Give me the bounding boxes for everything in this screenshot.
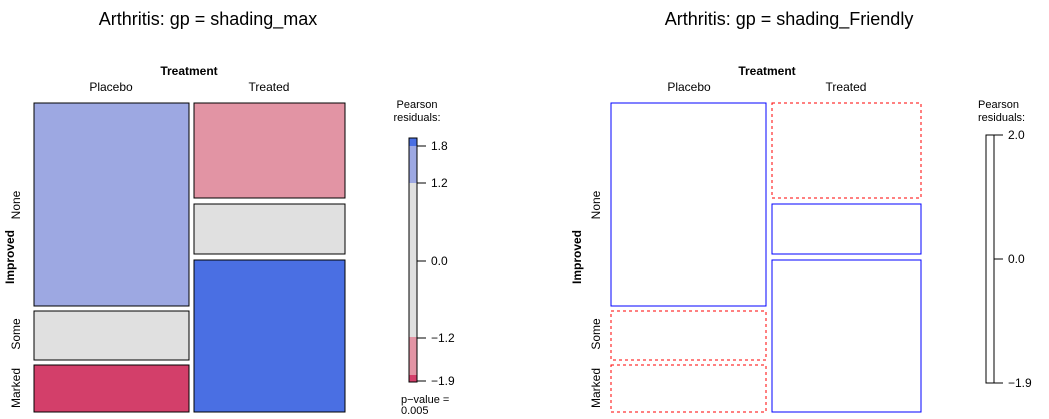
legend-segment-weak-positive	[409, 146, 417, 183]
row-label-some: Some	[589, 318, 603, 350]
legend-title-line2: residuals:	[978, 112, 1025, 124]
row-label-some: Some	[9, 318, 23, 350]
cell-placebo-none	[610, 102, 767, 307]
legend-tick-label: 1.8	[431, 139, 448, 153]
mosaic-panel-shading-friendly: Arthritis: gp = shading_Friendly Treatme…	[520, 0, 1049, 419]
panel-title: Arthritis: gp = shading_max	[99, 9, 318, 30]
cell-treated-some	[193, 203, 346, 255]
legend-tick-label: −1.9	[1008, 376, 1032, 390]
legend-ticks	[417, 145, 426, 382]
cell-treated-none	[771, 102, 922, 199]
cell-placebo-some	[610, 310, 767, 361]
cell-placebo-marked	[610, 364, 767, 413]
legend-title-line2: residuals:	[393, 112, 440, 124]
column-label-treated: Treated	[249, 80, 290, 94]
legend-tick-label: 2.0	[1008, 128, 1025, 142]
row-variable-label: Improved	[570, 230, 584, 284]
row-label-marked: Marked	[589, 368, 603, 408]
legend-tick-label: −1.2	[431, 331, 455, 345]
cell-treated-none	[193, 102, 346, 199]
legend-ticks	[994, 134, 1003, 384]
panel-title: Arthritis: gp = shading_Friendly	[665, 9, 914, 30]
mosaic-plot-shading-friendly: Arthritis: gp = shading_Friendly Treatme…	[570, 9, 1032, 413]
legend-segment-strong-negative	[409, 375, 417, 382]
mosaic-plot-shading-max: Arthritis: gp = shading_max Treatment Pl…	[3, 9, 455, 417]
column-label-placebo: Placebo	[667, 80, 711, 94]
legend-color-bar	[408, 137, 418, 383]
legend-segment-neutral	[409, 183, 417, 337]
legend-tick-label: 1.2	[431, 176, 448, 190]
legend-tick-label: 0.0	[431, 254, 448, 268]
legend-title-line1: Pearson	[978, 99, 1019, 111]
mosaic-panel-shading-max: Arthritis: gp = shading_max Treatment Pl…	[0, 0, 520, 419]
p-value-label: p−value =	[401, 394, 449, 406]
row-variable-label: Improved	[3, 230, 17, 284]
cell-placebo-some	[33, 310, 190, 361]
cell-placebo-none	[33, 102, 190, 307]
column-variable-label: Treatment	[160, 64, 217, 78]
cell-treated-marked	[193, 259, 346, 413]
column-variable-label: Treatment	[738, 64, 795, 78]
column-label-treated: Treated	[826, 80, 867, 94]
cell-placebo-marked	[33, 364, 190, 413]
legend-tick-label: −1.9	[431, 374, 455, 388]
row-label-marked: Marked	[9, 368, 23, 408]
legend-segment-weak-negative	[409, 337, 417, 375]
row-label-none: None	[9, 190, 23, 219]
cell-treated-marked	[771, 259, 922, 413]
legend-color-bar	[985, 134, 995, 384]
cell-treated-some	[771, 203, 922, 255]
p-value: 0.005	[401, 405, 429, 417]
legend-title-line1: Pearson	[397, 99, 438, 111]
column-label-placebo: Placebo	[89, 80, 133, 94]
legend-tick-label: 0.0	[1008, 252, 1025, 266]
legend-segment-strong-positive	[409, 138, 417, 146]
row-label-none: None	[589, 190, 603, 219]
